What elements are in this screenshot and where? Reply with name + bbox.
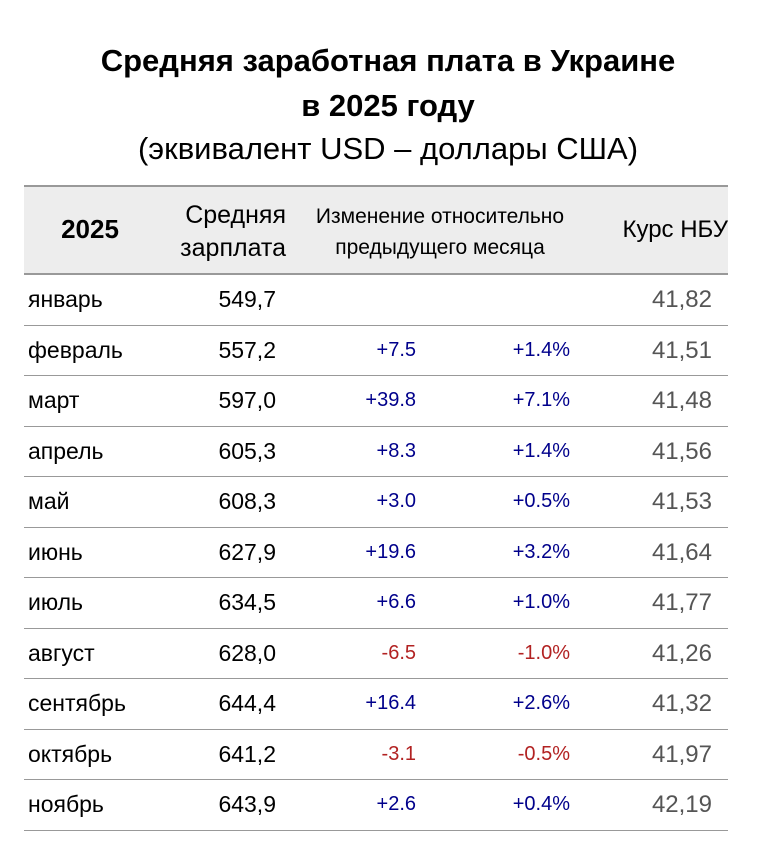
table-row: октябрь 641,2 -3.1 -0.5% 41,97 <box>24 730 728 780</box>
change-percent-cell: -0.5% <box>517 742 570 765</box>
salary-table: 2025 Средняя зарплата Изменение относите… <box>24 185 728 831</box>
change-percent-cell: +1.0% <box>512 591 570 613</box>
month-cell: июль <box>28 589 83 615</box>
change-absolute-cell: +39.8 <box>365 389 416 411</box>
table-row: июнь 627,9 +19.6 +3.2% 41,64 <box>24 528 728 578</box>
nbu-rate-cell: 41,97 <box>651 740 712 768</box>
table-row: ноябрь 643,9 +2.6 +0.4% 42,19 <box>24 780 728 831</box>
month-cell: август <box>28 639 95 666</box>
page-subtitle: (эквивалент USD – доллары США) <box>137 131 639 166</box>
header-average-salary: Средняя зарплата <box>156 199 286 265</box>
table-row: март 597,0 +39.8 +7.1% 41,48 <box>24 376 728 427</box>
month-cell: октябрь <box>28 740 113 767</box>
page-title-line-1: Средняя заработная плата в Украине <box>100 43 676 78</box>
average-salary-cell: 605,3 <box>218 437 276 464</box>
change-absolute-cell: +7.5 <box>376 338 416 361</box>
change-percent-cell: -1.0% <box>517 641 570 664</box>
table-row: май 608,3 +3.0 +0.5% 41,53 <box>24 477 728 528</box>
table-row: апрель 605,3 +8.3 +1.4% 41,56 <box>24 427 728 477</box>
table-row: июль 634,5 +6.6 +1.0% 41,77 <box>24 578 728 629</box>
nbu-rate-cell: 41,53 <box>651 488 712 515</box>
change-percent-cell: +0.4% <box>512 793 570 815</box>
average-salary-cell: 557,2 <box>218 336 276 363</box>
month-cell: май <box>28 488 70 514</box>
change-percent-cell: +3.2% <box>512 540 570 563</box>
change-percent-cell: +1.4% <box>512 439 570 462</box>
change-percent-cell: +7.1% <box>512 389 570 411</box>
change-percent-cell: +2.6% <box>512 692 570 714</box>
average-salary-cell: 641,2 <box>218 740 276 767</box>
header-monthly-change-line-1: Изменение относительно <box>315 205 565 228</box>
change-absolute-cell: +8.3 <box>376 439 416 462</box>
nbu-rate-cell: 41,56 <box>651 437 712 465</box>
change-absolute-cell: +2.6 <box>376 793 416 815</box>
table-row: сентябрь 644,4 +16.4 +2.6% 41,32 <box>24 679 728 730</box>
average-salary-cell: 628,0 <box>218 639 276 666</box>
table-row: январь 549,7 41,82 <box>24 275 728 326</box>
month-cell: ноябрь <box>28 791 104 817</box>
change-absolute-cell: +16.4 <box>365 692 416 714</box>
table-body: январь 549,7 41,82 февраль 557,2 +7.5 +1.4% 41,… <box>24 275 728 831</box>
change-percent-cell: +1.4% <box>512 338 570 361</box>
change-absolute-cell: -6.5 <box>381 641 416 664</box>
month-cell: сентябрь <box>28 690 126 716</box>
page-title-line-2: в 2025 году <box>301 88 475 123</box>
average-salary-cell: 644,4 <box>218 690 276 716</box>
table-header: 2025 Средняя зарплата Изменение относите… <box>24 187 728 275</box>
month-cell: февраль <box>28 336 123 363</box>
month-cell: апрель <box>28 437 104 464</box>
table-row: февраль 557,2 +7.5 +1.4% 41,51 <box>24 326 728 376</box>
change-absolute-cell: +19.6 <box>365 540 416 563</box>
change-absolute-cell: +6.6 <box>376 591 416 613</box>
average-salary-cell: 608,3 <box>218 488 276 514</box>
header-nbu-rate: Курс НБУ <box>622 216 728 243</box>
nbu-rate-cell: 41,77 <box>651 589 712 616</box>
header-average-salary-line-2: зарплата <box>180 234 286 262</box>
month-cell: март <box>28 387 80 413</box>
nbu-rate-cell: 41,48 <box>651 387 712 414</box>
average-salary-cell: 549,7 <box>218 286 276 312</box>
header-year: 2025 <box>61 214 119 244</box>
average-salary-cell: 634,5 <box>218 589 276 615</box>
nbu-rate-cell: 41,32 <box>651 690 712 717</box>
header-monthly-change: Изменение относительно предыдущего месяц… <box>290 201 590 263</box>
month-cell: июнь <box>28 538 83 565</box>
nbu-rate-cell: 41,26 <box>651 639 712 667</box>
table-row: август 628,0 -6.5 -1.0% 41,26 <box>24 629 728 679</box>
average-salary-cell: 597,0 <box>218 387 276 413</box>
change-percent-cell: +0.5% <box>512 490 570 512</box>
nbu-rate-cell: 41,82 <box>651 286 712 313</box>
nbu-rate-cell: 41,51 <box>651 336 712 364</box>
change-absolute-cell: +3.0 <box>376 490 416 512</box>
change-absolute-cell: -3.1 <box>381 742 416 765</box>
nbu-rate-cell: 42,19 <box>651 791 712 818</box>
header-monthly-change-line-2: предыдущего месяца <box>335 236 545 259</box>
average-salary-cell: 643,9 <box>218 791 276 817</box>
nbu-rate-cell: 41,64 <box>651 538 712 566</box>
month-cell: январь <box>28 286 103 312</box>
average-salary-cell: 627,9 <box>218 538 276 565</box>
header-average-salary-line-1: Средняя <box>185 201 286 229</box>
